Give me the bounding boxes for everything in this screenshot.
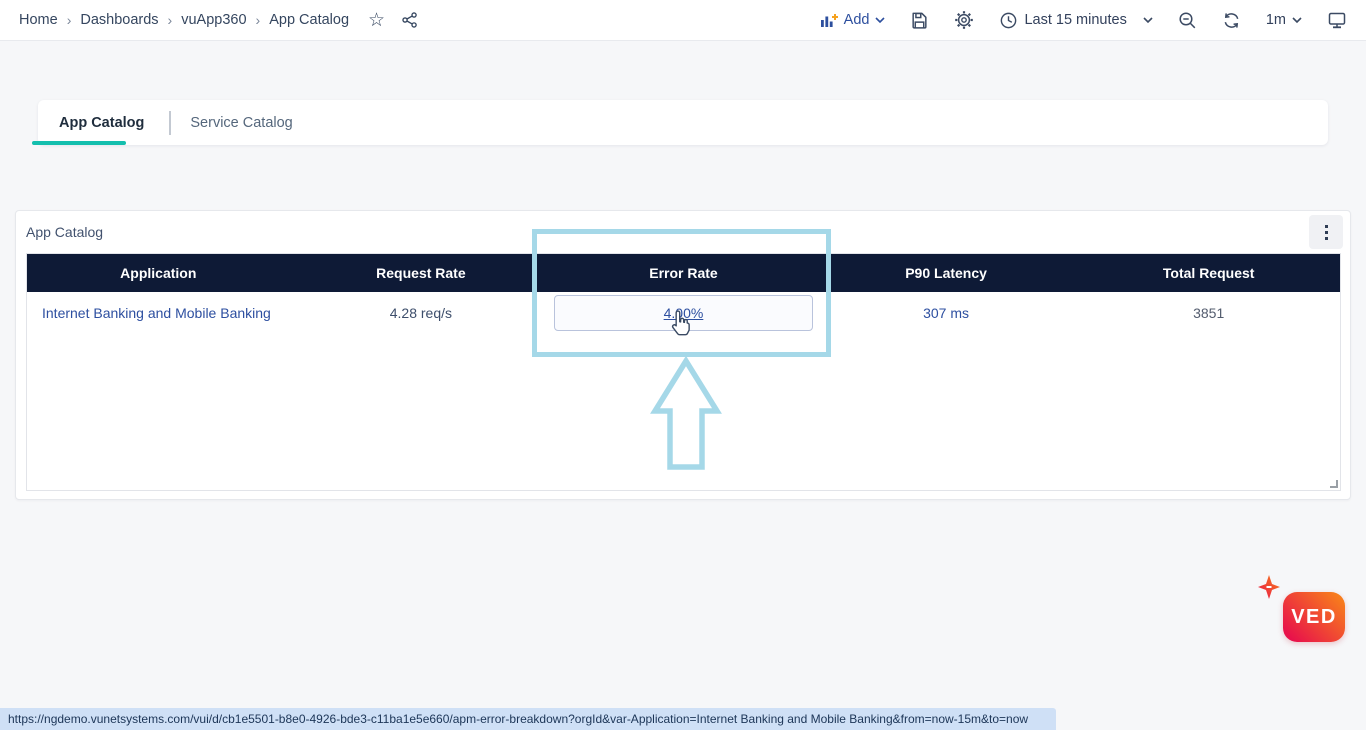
table-resize-handle[interactable] (1330, 480, 1338, 488)
error-rate-link[interactable]: 4.00% (663, 305, 704, 321)
display-monitor-icon[interactable] (1327, 11, 1347, 30)
save-dashboard-button[interactable] (910, 11, 929, 30)
application-link[interactable]: Internet Banking and Mobile Banking (42, 305, 271, 321)
ved-logo-badge: VED (1283, 592, 1345, 642)
table-header-row: Application Request Rate Error Rate P90 … (27, 254, 1340, 292)
breadcrumb-separator: › (167, 12, 173, 28)
share-icon[interactable] (401, 11, 419, 29)
breadcrumb-vuapp360[interactable]: vuApp360 (181, 12, 247, 28)
total-request-value: 3851 (1193, 305, 1225, 321)
breadcrumb-home[interactable]: Home (19, 12, 58, 28)
app-catalog-panel: App Catalog Application Request Rate Err… (15, 210, 1351, 500)
link-preview-statusbar: https://ngdemo.vunetsystems.com/vui/d/cb… (0, 708, 1056, 730)
column-header-error-rate: Error Rate (649, 265, 718, 281)
zoom-out-icon[interactable] (1178, 11, 1197, 30)
ved-brand-logo[interactable]: VED (1258, 575, 1345, 642)
panel-menu-kebab-icon[interactable] (1309, 215, 1343, 249)
time-range-label: Last 15 minutes (1024, 12, 1127, 28)
settings-gear-icon[interactable] (954, 10, 974, 30)
dashboard-toolbar: Add (820, 10, 1347, 30)
column-header-request-rate: Request Rate (376, 265, 466, 281)
add-chart-icon (820, 13, 838, 28)
add-label: Add (843, 12, 870, 28)
panel-title: App Catalog (26, 224, 104, 240)
breadcrumb-dashboards[interactable]: Dashboards (80, 12, 159, 28)
active-tab-underline (32, 141, 126, 145)
column-header-total-request: Total Request (1162, 265, 1255, 281)
p90-latency-value: 307 ms (923, 305, 970, 321)
add-panel-button[interactable]: Add (820, 12, 886, 28)
column-header-p90-latency: P90 Latency (905, 265, 987, 281)
tab-app-catalog[interactable]: App Catalog (59, 114, 145, 131)
column-header-application: Application (120, 265, 197, 281)
request-rate-value: 4.28 req/s (389, 305, 453, 321)
chevron-down-icon (1143, 16, 1153, 24)
table-row: Internet Banking and Mobile Banking 4.28… (27, 292, 1340, 334)
top-navigation-bar: Home › Dashboards › vuApp360 › App Catal… (0, 0, 1366, 41)
favorite-star-icon[interactable]: ☆ (368, 9, 386, 31)
clock-icon (999, 11, 1018, 30)
error-rate-cell: 4.00% (554, 295, 813, 331)
refresh-interval-label: 1m (1265, 12, 1286, 28)
time-range-picker[interactable]: Last 15 minutes (999, 11, 1153, 30)
ved-logo-text: VED (1291, 605, 1337, 628)
breadcrumb: Home › Dashboards › vuApp360 › App Catal… (19, 11, 419, 30)
chevron-down-icon (1292, 16, 1302, 24)
sparkle-icon (1257, 574, 1281, 605)
refresh-icon[interactable] (1222, 11, 1241, 30)
breadcrumb-separator: › (255, 12, 261, 28)
tab-divider (169, 110, 172, 135)
breadcrumb-separator: › (66, 12, 72, 28)
refresh-interval-picker[interactable]: 1m (1266, 12, 1302, 28)
chevron-down-icon (875, 16, 886, 24)
app-catalog-table: Application Request Rate Error Rate P90 … (26, 253, 1341, 491)
breadcrumb-app-catalog[interactable]: App Catalog (269, 12, 350, 28)
tab-service-catalog[interactable]: Service Catalog (190, 114, 293, 131)
catalog-tabs: App Catalog Service Catalog (32, 100, 1328, 145)
